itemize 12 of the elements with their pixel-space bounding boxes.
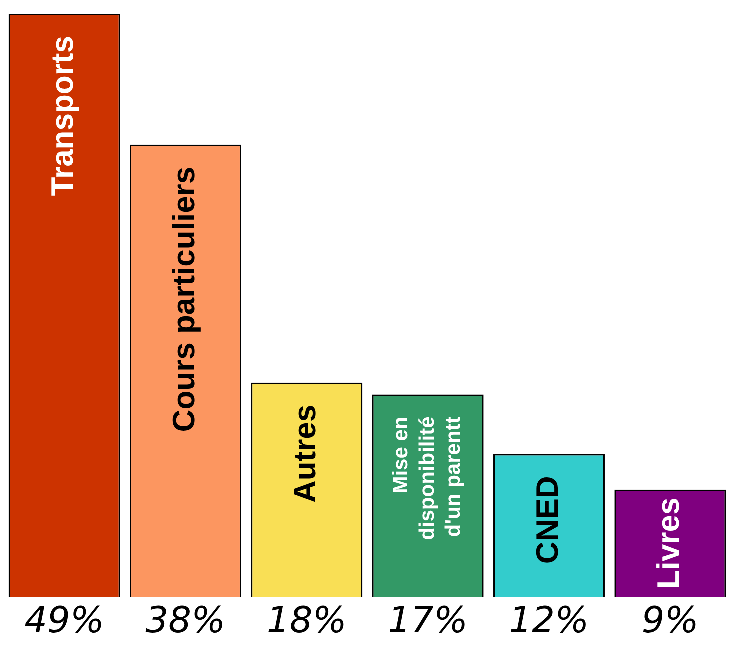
data-label: 38% [146,600,226,642]
data-label: 49% [24,600,105,642]
data-label: 18% [266,600,347,642]
x-tick-label: Transports [45,36,80,196]
data-label: 9% [642,600,699,642]
data-label: 17% [388,600,468,642]
x-tick-label: Livres [650,498,686,590]
x-tick-label: CNED [530,476,565,564]
data-label: 12% [509,600,590,642]
x-tick-label: Mise en disponibilité d'un parentt [390,416,466,540]
x-tick-label: Cours particuliers [166,166,202,432]
x-tick-label: Autres [287,404,322,504]
